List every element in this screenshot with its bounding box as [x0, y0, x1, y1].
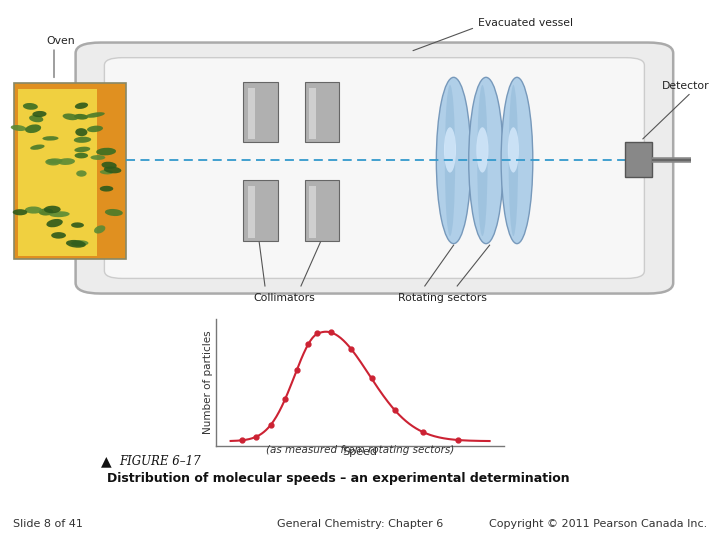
FancyBboxPatch shape — [104, 58, 644, 279]
Ellipse shape — [66, 240, 86, 248]
FancyBboxPatch shape — [625, 143, 652, 177]
Ellipse shape — [444, 127, 456, 173]
Ellipse shape — [477, 127, 488, 173]
Ellipse shape — [102, 161, 117, 169]
Y-axis label: Number of particles: Number of particles — [203, 330, 213, 434]
Text: General Chemistry: Chapter 6: General Chemistry: Chapter 6 — [277, 519, 443, 529]
Ellipse shape — [74, 147, 90, 152]
Ellipse shape — [44, 206, 60, 213]
Ellipse shape — [469, 77, 503, 244]
Text: (as measured from rotating sectors): (as measured from rotating sectors) — [266, 445, 454, 455]
Ellipse shape — [45, 159, 60, 165]
Ellipse shape — [100, 186, 113, 192]
Text: Copyright © 2011 Pearson Canada Inc.: Copyright © 2011 Pearson Canada Inc. — [489, 519, 707, 529]
Ellipse shape — [30, 145, 45, 150]
Ellipse shape — [87, 126, 103, 132]
Ellipse shape — [76, 170, 86, 177]
Ellipse shape — [104, 166, 122, 173]
Ellipse shape — [477, 85, 487, 236]
Text: Rotating sectors: Rotating sectors — [398, 293, 487, 303]
Ellipse shape — [58, 158, 75, 165]
Ellipse shape — [39, 208, 53, 215]
Text: Distribution of molecular speeds – an experimental determination: Distribution of molecular speeds – an ex… — [107, 472, 570, 485]
Ellipse shape — [46, 158, 63, 164]
X-axis label: Speed: Speed — [343, 447, 377, 457]
Ellipse shape — [75, 103, 88, 109]
Ellipse shape — [94, 225, 105, 233]
Ellipse shape — [73, 137, 91, 143]
Ellipse shape — [100, 170, 113, 174]
Ellipse shape — [74, 114, 88, 120]
Ellipse shape — [11, 125, 27, 131]
Ellipse shape — [63, 113, 78, 120]
Ellipse shape — [71, 240, 89, 246]
Ellipse shape — [105, 209, 123, 216]
FancyBboxPatch shape — [14, 83, 126, 259]
Ellipse shape — [23, 103, 38, 110]
FancyBboxPatch shape — [18, 90, 97, 256]
FancyBboxPatch shape — [248, 186, 255, 238]
Ellipse shape — [508, 85, 518, 236]
Text: Collimators: Collimators — [253, 293, 315, 303]
Ellipse shape — [91, 155, 105, 160]
Ellipse shape — [46, 219, 63, 227]
Ellipse shape — [25, 124, 41, 133]
FancyBboxPatch shape — [309, 88, 316, 139]
Ellipse shape — [76, 128, 87, 136]
Text: FIGURE 6–17: FIGURE 6–17 — [119, 455, 200, 468]
FancyBboxPatch shape — [243, 180, 278, 241]
Ellipse shape — [29, 115, 43, 122]
Ellipse shape — [445, 85, 455, 236]
Text: Evacuated vessel: Evacuated vessel — [478, 18, 573, 28]
FancyBboxPatch shape — [305, 180, 339, 241]
FancyBboxPatch shape — [76, 43, 673, 294]
Ellipse shape — [501, 77, 533, 244]
Ellipse shape — [13, 209, 27, 215]
FancyBboxPatch shape — [305, 82, 339, 143]
FancyBboxPatch shape — [248, 88, 255, 139]
Ellipse shape — [508, 127, 519, 173]
Text: Detector: Detector — [662, 82, 709, 91]
Ellipse shape — [96, 148, 116, 156]
Ellipse shape — [51, 232, 66, 239]
Text: Oven: Oven — [47, 36, 76, 46]
Ellipse shape — [25, 206, 42, 214]
Ellipse shape — [32, 111, 47, 117]
Ellipse shape — [436, 77, 471, 244]
Text: Slide 8 of 41: Slide 8 of 41 — [13, 519, 83, 529]
Ellipse shape — [71, 222, 84, 228]
Ellipse shape — [49, 211, 70, 217]
FancyBboxPatch shape — [243, 82, 278, 143]
Text: ▲: ▲ — [102, 455, 112, 469]
Ellipse shape — [86, 112, 105, 118]
Ellipse shape — [75, 153, 88, 158]
FancyBboxPatch shape — [309, 186, 316, 238]
Ellipse shape — [42, 136, 58, 140]
